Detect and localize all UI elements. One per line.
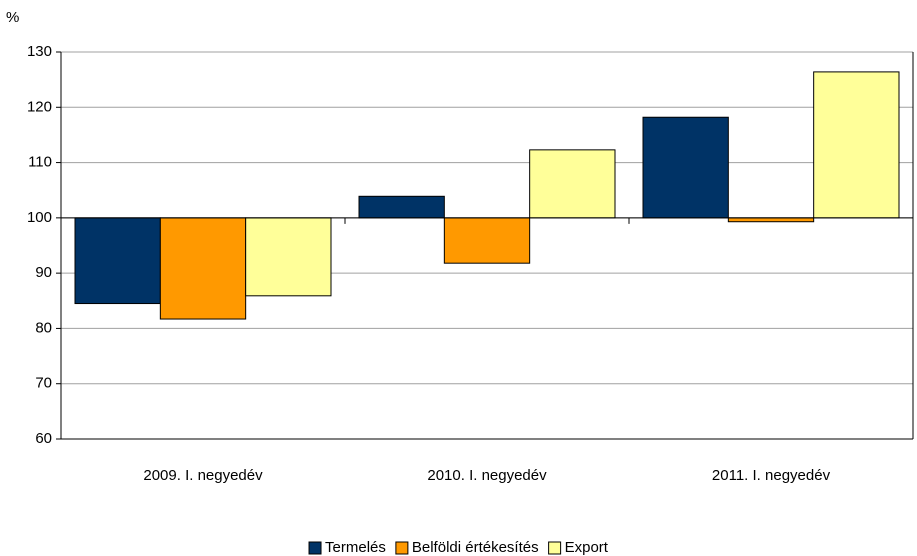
y-tick-label: 80 bbox=[35, 319, 52, 336]
y-tick-label: 70 bbox=[35, 375, 52, 392]
legend-label: Belföldi értékesítés bbox=[412, 539, 539, 556]
y-unit: % bbox=[6, 9, 19, 26]
bar bbox=[245, 217, 332, 297]
bar bbox=[443, 217, 531, 264]
y-tick-label: 130 bbox=[27, 43, 52, 60]
bar bbox=[529, 149, 616, 219]
legend-label: Export bbox=[565, 539, 609, 556]
y-tick-label: 120 bbox=[27, 98, 52, 115]
y-tick-label: 110 bbox=[28, 154, 52, 171]
x-tick-label: 2009. I. negyedév bbox=[143, 467, 263, 484]
x-tick-label: 2011. I. negyedév bbox=[712, 467, 831, 484]
legend-label: Termelés bbox=[325, 539, 386, 556]
legend-swatch bbox=[395, 541, 409, 555]
y-tick-label: 60 bbox=[35, 430, 52, 447]
legend-swatch bbox=[548, 541, 562, 555]
bar bbox=[813, 71, 900, 219]
y-tick-label: 100 bbox=[27, 209, 52, 226]
bar bbox=[74, 217, 161, 305]
bar bbox=[642, 116, 729, 219]
bar bbox=[358, 195, 445, 219]
bar bbox=[727, 217, 815, 223]
legend-swatch bbox=[308, 541, 322, 555]
y-tick-label: 90 bbox=[35, 264, 52, 281]
x-tick-label: 2010. I. negyedév bbox=[427, 467, 547, 484]
bar bbox=[159, 217, 247, 320]
